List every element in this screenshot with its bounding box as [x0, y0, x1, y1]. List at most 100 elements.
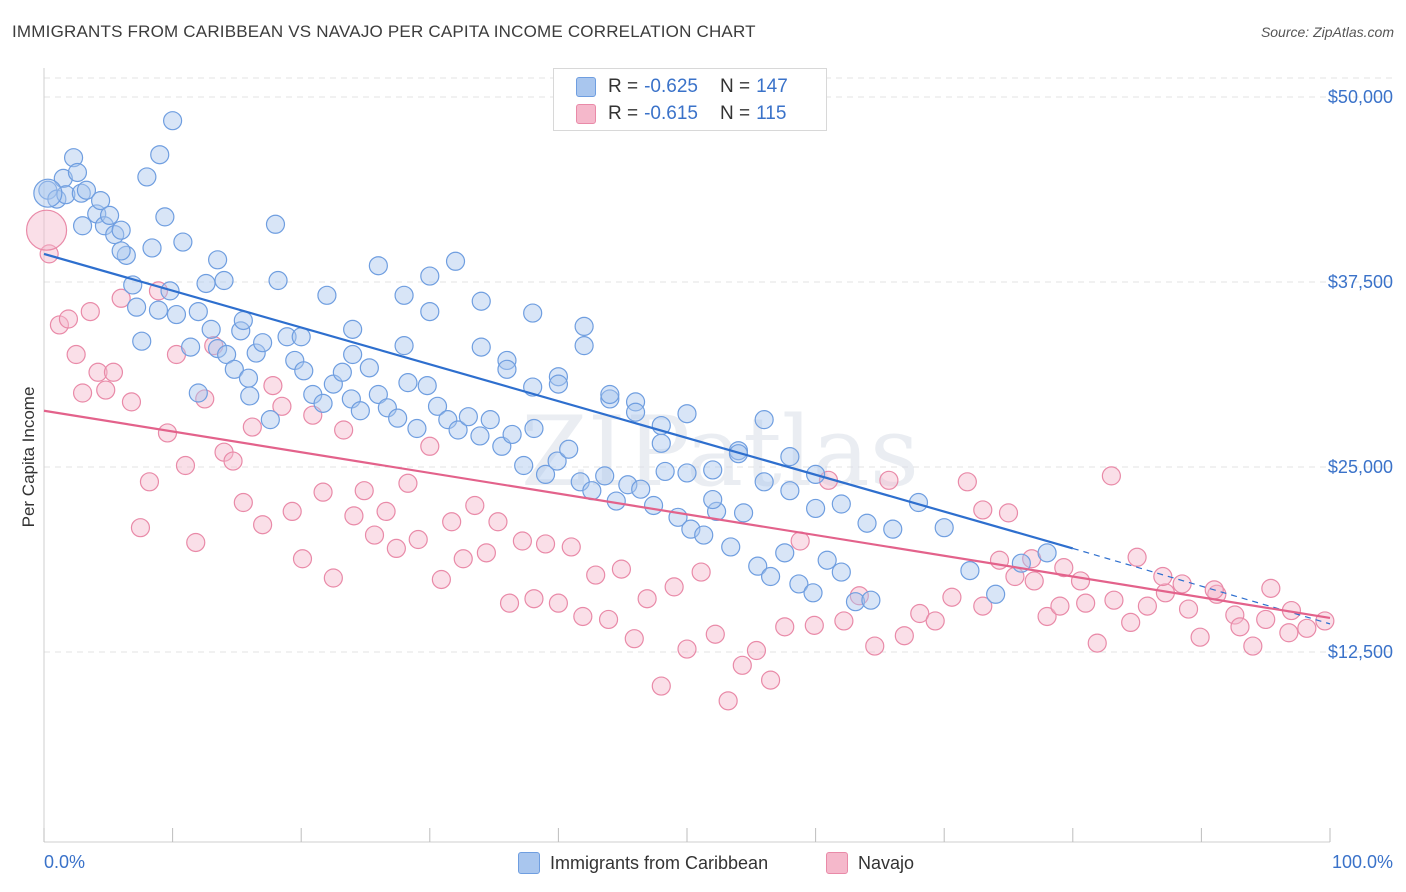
- y-tick-label: $37,500: [1328, 272, 1393, 292]
- legend-swatch-navajo: [576, 104, 596, 124]
- caribbean-point: [150, 145, 170, 165]
- navajo-point: [488, 512, 508, 532]
- bottom-legend-label-caribbean: Immigrants from Caribbean: [550, 852, 769, 873]
- navajo-point: [775, 617, 795, 637]
- navajo-point: [465, 495, 485, 516]
- caribbean-point: [574, 316, 594, 336]
- legend-r-value: -0.615: [644, 103, 698, 124]
- navajo-point: [561, 537, 581, 557]
- caribbean-point: [214, 270, 234, 291]
- legend-n-value: 147: [756, 76, 788, 97]
- caribbean-point: [595, 466, 615, 486]
- navajo-point: [760, 670, 781, 690]
- navajo-point: [1104, 590, 1124, 610]
- navajo-point: [292, 549, 313, 569]
- x-tick-label: 0.0%: [44, 852, 85, 872]
- navajo-point: [1037, 606, 1057, 627]
- navajo-point: [1153, 566, 1173, 587]
- navajo-point: [499, 593, 520, 613]
- caribbean-point: [368, 256, 388, 276]
- caribbean-point: [574, 336, 594, 356]
- navajo-point: [705, 624, 725, 644]
- y-tick-label: $12,500: [1328, 642, 1393, 662]
- navajo-point: [942, 587, 962, 607]
- navajo-point: [637, 589, 657, 609]
- bottom-legend-swatch-navajo: [826, 852, 848, 874]
- caribbean-point: [166, 304, 187, 325]
- caribbean-point: [217, 344, 237, 365]
- navajo-point: [313, 482, 333, 502]
- caribbean-point: [677, 463, 697, 483]
- gridlines: [44, 77, 1392, 653]
- caribbean-point: [388, 408, 408, 428]
- navajo-point: [1256, 609, 1276, 630]
- legend-r-value: -0.625: [644, 76, 698, 97]
- navajo-point: [175, 455, 196, 476]
- navajo-point: [998, 503, 1019, 523]
- navajo-point: [253, 515, 273, 535]
- navajo-point: [1070, 571, 1091, 591]
- caribbean-point: [155, 207, 175, 227]
- caribbean-point: [188, 383, 208, 403]
- legend-r-label: R =: [608, 76, 639, 97]
- caribbean-point: [780, 447, 800, 467]
- navajo-point: [1024, 571, 1044, 591]
- y-tick-label: $50,000: [1328, 87, 1393, 107]
- navajo-point: [476, 543, 496, 563]
- caribbean-point: [559, 439, 579, 459]
- y-tick-label: $25,000: [1328, 457, 1393, 477]
- navajo-point: [664, 577, 684, 597]
- caribbean-point: [268, 270, 288, 291]
- navajo-point: [1243, 636, 1263, 656]
- caribbean-point: [471, 337, 491, 357]
- caribbean-point: [343, 319, 363, 339]
- navajo-point: [732, 655, 752, 675]
- navajo-point: [354, 481, 374, 501]
- navajo-point: [1050, 596, 1070, 616]
- navajo-point: [598, 609, 619, 630]
- legend-row-caribbean: R = -0.625 N = 147: [576, 75, 788, 99]
- x-tick-label: 100.0%: [1332, 852, 1393, 872]
- caribbean-point: [132, 331, 152, 351]
- legend-row-navajo: R = -0.615 N = 115: [576, 102, 786, 126]
- caribbean-point: [294, 361, 314, 381]
- navajo-point: [573, 606, 593, 627]
- caribbean-point: [548, 374, 569, 394]
- caribbean-point: [53, 168, 73, 188]
- caribbean-point: [631, 479, 651, 499]
- caribbean-point: [535, 464, 556, 484]
- navajo-point: [431, 569, 451, 590]
- caribbean-point: [448, 420, 468, 440]
- caribbean-point: [754, 472, 774, 492]
- bottom-legend-swatch-caribbean: [518, 852, 540, 874]
- caribbean-point: [480, 410, 500, 430]
- caribbean-point: [238, 368, 259, 388]
- caribbean-point: [733, 503, 754, 523]
- caribbean-point: [618, 475, 638, 495]
- navajo-point: [1054, 558, 1074, 578]
- navajo-point: [442, 512, 462, 532]
- caribbean-point: [265, 214, 286, 234]
- navajo-point: [624, 629, 644, 649]
- navajo-point: [535, 534, 556, 554]
- legend-swatch-caribbean: [576, 77, 596, 97]
- navajo-point: [186, 532, 206, 553]
- caribbean-point: [427, 396, 448, 416]
- caribbean-point: [350, 401, 370, 421]
- caribbean-point: [163, 111, 183, 131]
- navajo-point: [96, 380, 116, 400]
- caribbean-point: [470, 426, 490, 446]
- legend-n-value: 115: [756, 103, 787, 124]
- caribbean-point: [445, 251, 466, 271]
- navajo-point: [925, 611, 945, 631]
- caribbean-point: [420, 302, 440, 322]
- caribbean-point: [313, 393, 333, 413]
- navajo-point: [834, 611, 854, 631]
- caribbean-point: [514, 455, 534, 476]
- caribbean-point: [126, 297, 147, 317]
- caribbean-point: [803, 583, 823, 603]
- caribbean-point: [148, 300, 169, 320]
- navajo-point: [242, 417, 262, 437]
- caribbean-point: [780, 481, 800, 501]
